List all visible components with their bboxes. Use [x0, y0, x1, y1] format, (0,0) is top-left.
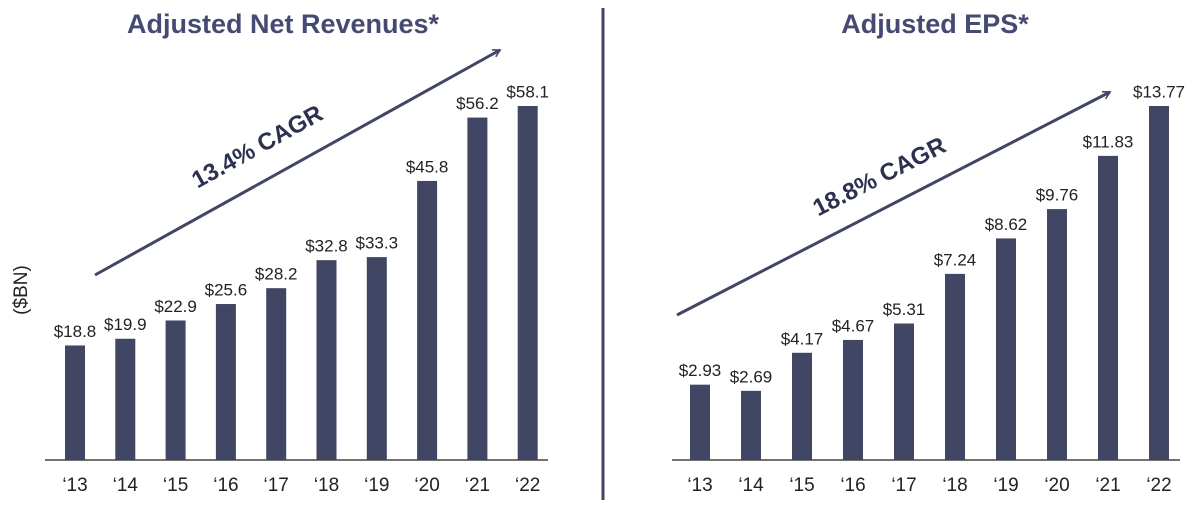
x-tick-label: ‘17 [264, 475, 289, 496]
trend-arrow [676, 90, 1112, 317]
data-label: $18.8 [54, 322, 97, 341]
x-tick-label: ‘18 [942, 475, 967, 496]
data-label: $58.1 [506, 82, 549, 101]
data-label: $56.2 [456, 94, 499, 113]
x-tick-label: ‘16 [840, 475, 865, 496]
x-tick-label: ‘20 [414, 475, 439, 496]
bar [65, 345, 85, 460]
x-tick-label: ‘13 [687, 475, 712, 496]
bar [792, 352, 812, 460]
x-tick-label: ‘21 [465, 475, 490, 496]
x-tick-label: ‘22 [515, 475, 540, 496]
chart-title: Adjusted EPS* [841, 9, 1029, 39]
data-label: $45.8 [406, 157, 449, 176]
data-label: $13.77 [1133, 82, 1185, 101]
bar [1047, 209, 1067, 460]
bar [215, 304, 236, 460]
bar [316, 260, 337, 460]
bar [517, 106, 538, 460]
data-label: $28.2 [255, 265, 298, 284]
bar [115, 338, 136, 460]
x-tick-label: ‘22 [1146, 475, 1171, 496]
bar [165, 320, 186, 460]
x-tick-label: ‘15 [163, 475, 188, 496]
bar [467, 117, 488, 460]
bar [266, 288, 287, 460]
x-tick-label: ‘17 [891, 475, 916, 496]
bar [894, 323, 914, 460]
data-label: $9.76 [1036, 186, 1079, 205]
data-label: $2.69 [730, 367, 773, 386]
x-tick-label: ‘13 [62, 475, 87, 496]
data-label: $22.9 [154, 297, 197, 316]
bar [690, 384, 710, 460]
bar [996, 238, 1016, 460]
bar [366, 257, 387, 460]
bar [945, 273, 965, 460]
x-tick-label: ‘18 [314, 475, 339, 496]
chart-title: Adjusted Net Revenues* [127, 9, 440, 39]
x-tick-label: ‘21 [1095, 475, 1120, 496]
data-label: $33.3 [356, 234, 399, 253]
x-tick-label: ‘19 [993, 475, 1018, 496]
x-tick-label: ‘14 [113, 475, 139, 496]
bar [843, 339, 863, 460]
data-label: $19.9 [104, 315, 147, 334]
data-label: $8.62 [985, 215, 1028, 234]
data-label: $32.8 [305, 237, 348, 256]
data-label: $11.83 [1083, 132, 1134, 151]
bar [417, 180, 438, 460]
annotation: 18.8% CAGR [809, 132, 951, 222]
data-label: $25.6 [205, 281, 248, 300]
x-tick-label: ‘14 [738, 475, 764, 496]
annotation: 13.4% CAGR [187, 100, 327, 194]
x-tick-label: ‘20 [1044, 475, 1069, 496]
data-label: $4.17 [781, 329, 824, 348]
data-label: $5.31 [883, 300, 926, 319]
y-axis-label: ($BN) [11, 265, 32, 315]
x-tick-label: ‘19 [364, 475, 389, 496]
x-tick-label: ‘15 [789, 475, 814, 496]
trend-arrow [94, 48, 502, 277]
bar [1149, 106, 1169, 460]
x-tick-label: ‘16 [213, 475, 238, 496]
bar [1098, 155, 1118, 460]
data-label: $4.67 [832, 316, 875, 335]
bar [741, 390, 761, 460]
data-label: $7.24 [934, 250, 977, 269]
data-label: $2.93 [679, 361, 722, 380]
